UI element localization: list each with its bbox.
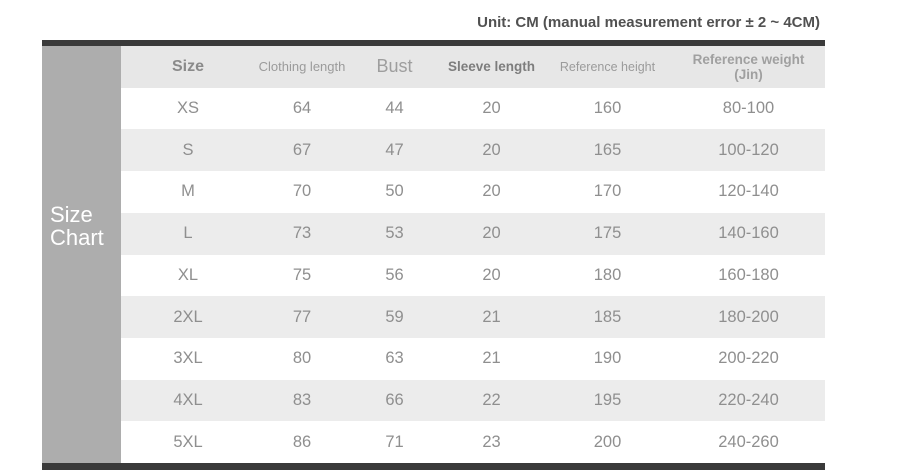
table-cell: 220-240 xyxy=(718,390,779,409)
column-header: Sleeve length xyxy=(447,59,536,75)
table-cell: 160 xyxy=(593,99,622,118)
table-cell: 59 xyxy=(385,307,404,326)
table-cell: 180-200 xyxy=(718,307,779,326)
table-bottom-border xyxy=(42,463,825,470)
table-cell: 20 xyxy=(482,182,501,201)
table-cell: 64 xyxy=(292,99,312,118)
table-cell: 44 xyxy=(385,99,404,118)
table-cell: 3XL xyxy=(173,349,203,368)
table-row: 4XL 83 66 22 195 220-240 xyxy=(121,379,825,422)
size-chart-title: Size Chart xyxy=(50,201,104,250)
table-header-row: Size Clothing length Bust Sleeve length Refe… xyxy=(121,46,825,88)
table-cell: 20 xyxy=(482,265,501,284)
table-cell: L xyxy=(183,224,193,243)
table-cell: 77 xyxy=(292,307,312,326)
table-cell: XL xyxy=(177,265,199,284)
table-cell: 53 xyxy=(385,224,404,243)
unit-note: Unit: CM (manual measurement error ± 2 ~… xyxy=(477,14,820,31)
table-cell: 190 xyxy=(593,349,622,368)
table-row: 5XL 86 71 23 200 240-260 xyxy=(121,421,825,463)
table-cell: 50 xyxy=(385,182,404,201)
table-top-border xyxy=(42,40,825,46)
column-header: Reference height xyxy=(559,59,656,74)
table-cell: 120-140 xyxy=(718,182,779,201)
table-cell: 75 xyxy=(292,265,312,284)
table-cell: 20 xyxy=(482,140,501,159)
table-cell: 185 xyxy=(593,307,622,326)
column-header: Clothing length xyxy=(258,59,346,75)
table-row: 3XL 80 63 21 190 200-220 xyxy=(121,338,825,380)
table-cell: 21 xyxy=(482,349,501,368)
table-cell: 160-180 xyxy=(718,265,779,284)
table-cell: 165 xyxy=(593,140,622,159)
table-body: Size Chart Size Clothing length Bust Sleeve… xyxy=(42,46,825,463)
table-cell: 200-220 xyxy=(718,349,779,368)
table-cell: 240-260 xyxy=(718,432,779,451)
table-cell: 67 xyxy=(292,140,312,159)
table-cell: 66 xyxy=(385,390,404,409)
size-grid: Size Clothing length Bust Sleeve length Refe… xyxy=(121,46,825,463)
table-cell: 70 xyxy=(292,182,312,201)
table-cell: 23 xyxy=(482,432,501,451)
table-cell: 20 xyxy=(482,99,501,118)
column-header: Bust xyxy=(376,56,413,77)
table-cell: 73 xyxy=(292,224,312,243)
table-cell: 47 xyxy=(385,140,404,159)
table-cell: 2XL xyxy=(173,307,203,326)
table-cell: 140-160 xyxy=(718,224,779,243)
table-row: 2XL 77 59 21 185 180-200 xyxy=(121,296,825,338)
table-cell: 4XL xyxy=(173,390,203,409)
table-cell: 22 xyxy=(482,390,501,409)
table-cell: 56 xyxy=(385,265,404,284)
table-cell: 100-120 xyxy=(718,140,779,159)
table-cell: 175 xyxy=(593,224,622,243)
table-cell: S xyxy=(182,140,194,159)
table-row: XL 75 56 20 180 160-180 xyxy=(121,255,825,297)
table-row: L 73 53 20 175 140-160 xyxy=(121,212,825,255)
column-header: Reference weight (Jin) xyxy=(692,51,805,82)
size-chart-label-panel: Size Chart xyxy=(42,46,121,463)
table-cell: 195 xyxy=(593,390,622,409)
size-chart-table: Size Chart Size Clothing length Bust Sleeve… xyxy=(42,40,825,470)
table-cell: 80-100 xyxy=(722,99,775,118)
table-cell: 86 xyxy=(292,432,312,451)
table-cell: 71 xyxy=(385,432,404,451)
table-cell: 5XL xyxy=(173,432,203,451)
table-cell: 180 xyxy=(593,265,622,284)
column-header: Size xyxy=(171,57,204,75)
table-row: XS 64 44 20 160 80-100 xyxy=(121,88,825,130)
table-row: M 70 50 20 170 120-140 xyxy=(121,171,825,213)
table-cell: 21 xyxy=(482,307,501,326)
table-row: S 67 47 20 165 100-120 xyxy=(121,129,825,172)
table-cell: XS xyxy=(176,99,199,118)
table-cell: 83 xyxy=(292,390,312,409)
table-cell: 20 xyxy=(482,224,501,243)
table-cell: 80 xyxy=(292,349,312,368)
table-cell: M xyxy=(181,182,195,201)
table-cell: 200 xyxy=(593,432,622,451)
table-cell: 170 xyxy=(593,182,622,201)
table-cell: 63 xyxy=(385,349,404,368)
